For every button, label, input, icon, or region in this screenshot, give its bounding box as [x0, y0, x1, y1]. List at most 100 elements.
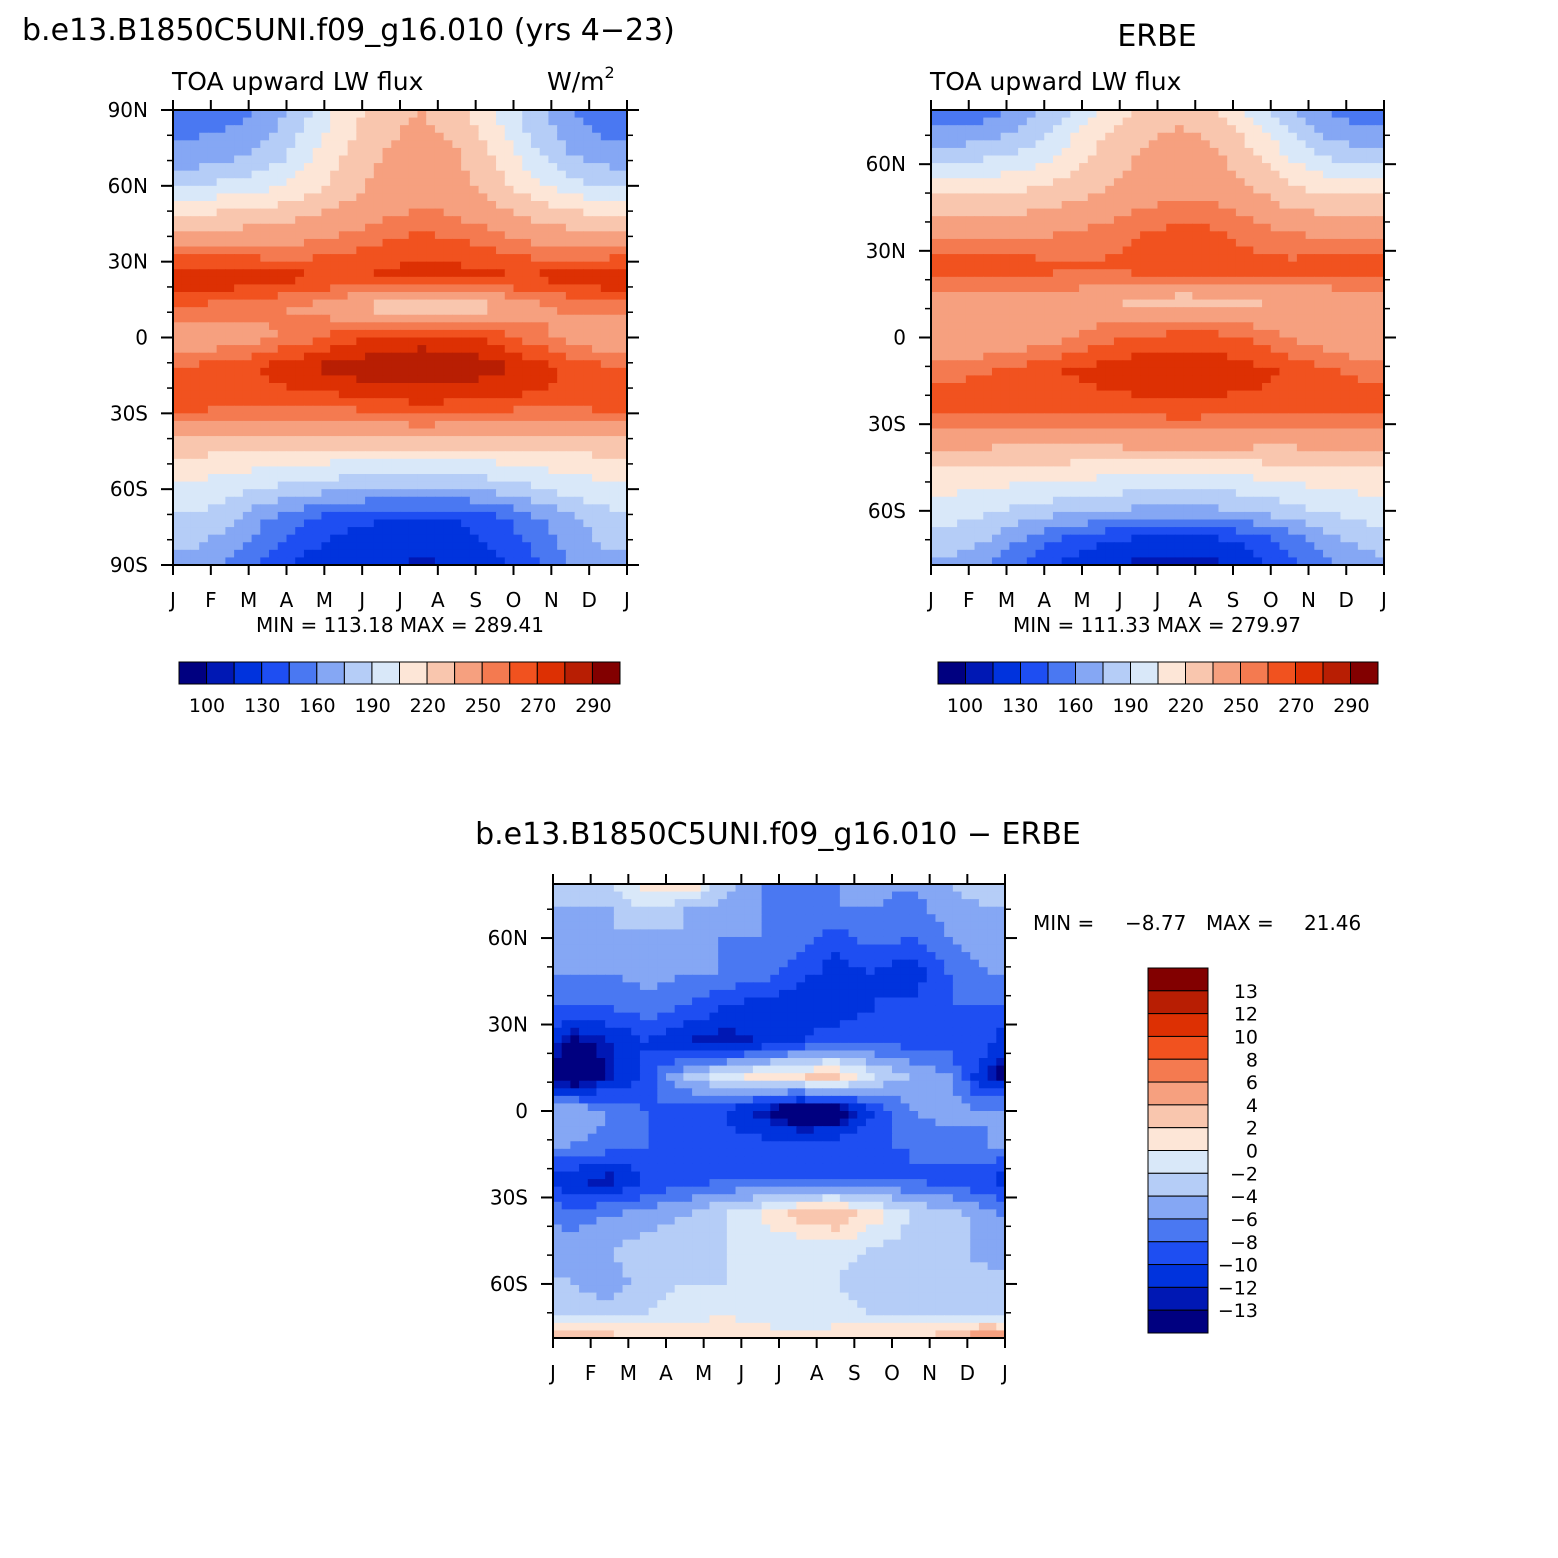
heatmap-cell	[373, 519, 384, 528]
heatmap-cell	[948, 254, 958, 263]
heatmap-cell	[199, 170, 209, 179]
heatmap-cell	[609, 110, 619, 119]
heatmap-cell	[1296, 231, 1307, 240]
heatmap-cell	[1113, 314, 1124, 323]
heatmap-cell	[1174, 231, 1185, 240]
heatmap-cell	[1131, 163, 1141, 172]
heatmap-cell	[251, 489, 261, 498]
heatmap-cell	[1157, 261, 1167, 270]
heatmap-cell	[1209, 299, 1220, 308]
heatmap-cell	[365, 549, 375, 559]
heatmap-cell	[1113, 193, 1124, 202]
heatmap-cell	[242, 314, 253, 323]
heatmap-cell	[1148, 155, 1159, 164]
heatmap-cell	[1026, 292, 1037, 301]
heatmap-cell	[1079, 110, 1089, 119]
heatmap-cell	[1366, 231, 1376, 240]
heatmap-cell	[522, 269, 532, 278]
heatmap-cell	[295, 527, 305, 536]
heatmap-cell	[1201, 185, 1211, 195]
heatmap-cell	[600, 367, 611, 377]
heatmap-cell	[269, 284, 279, 293]
heatmap-cell	[207, 481, 218, 490]
heatmap-cell	[618, 132, 628, 141]
heatmap-cell	[365, 307, 375, 316]
heatmap-cell	[557, 155, 567, 164]
heatmap-cell	[522, 185, 532, 195]
heatmap-cell	[303, 390, 314, 399]
heatmap-cell	[356, 557, 366, 566]
heatmap-cell	[496, 163, 506, 172]
heatmap-cell	[295, 443, 305, 452]
heatmap-cell	[513, 367, 523, 377]
heatmap-cell	[417, 208, 427, 217]
heatmap-cell	[269, 345, 279, 354]
heatmap-cell	[225, 269, 235, 278]
heatmap-cell	[1201, 201, 1211, 210]
heatmap-cell	[1157, 352, 1167, 361]
heatmap-cell	[1253, 155, 1263, 164]
heatmap-cell	[461, 549, 471, 559]
heatmap-cell	[417, 405, 427, 414]
heatmap-cell	[303, 383, 314, 392]
heatmap-cell	[478, 360, 488, 369]
heatmap-cell	[1244, 292, 1254, 301]
heatmap-cell	[434, 542, 445, 551]
heatmap-cell	[983, 178, 993, 187]
heatmap-cell	[373, 163, 384, 172]
heatmap-cell	[548, 110, 558, 119]
heatmap-cell	[347, 208, 357, 217]
heatmap-cell	[1166, 360, 1176, 369]
heatmap-cell	[1366, 163, 1376, 172]
heatmap-cell	[452, 208, 462, 217]
heatmap-cell	[931, 132, 941, 141]
heatmap-cell	[303, 443, 314, 452]
heatmap-cell	[216, 261, 226, 270]
heatmap-cell	[391, 398, 401, 407]
heatmap-cell	[400, 496, 410, 505]
heatmap-cell	[1070, 110, 1080, 119]
heatmap-cell	[1331, 352, 1342, 361]
heatmap-cell	[1340, 170, 1350, 179]
heatmap-cell	[303, 238, 314, 248]
heatmap-cell	[1288, 163, 1298, 172]
heatmap-cell	[1148, 140, 1159, 149]
heatmap-cell	[207, 322, 218, 331]
heatmap-cell	[1296, 155, 1307, 164]
heatmap-cell	[1357, 208, 1368, 217]
heatmap-cell	[303, 147, 314, 157]
heatmap-cell	[1227, 193, 1237, 202]
heatmap-cell	[1157, 360, 1167, 369]
heatmap-cell	[1026, 246, 1037, 255]
heatmap-cell	[260, 489, 270, 498]
heatmap-cell	[1262, 163, 1272, 172]
heatmap-cell	[565, 223, 576, 232]
heatmap-cell	[225, 155, 235, 164]
heatmap-cell	[1113, 307, 1124, 316]
heatmap-cell	[618, 481, 628, 490]
heatmap-cell	[1288, 269, 1298, 278]
heatmap-cell	[216, 534, 226, 543]
heatmap-cell	[225, 110, 235, 119]
heatmap-cell	[522, 193, 532, 202]
heatmap-cell	[1052, 345, 1063, 354]
heatmap-cell	[478, 451, 488, 460]
heatmap-cell	[539, 489, 550, 498]
heatmap-cell	[330, 451, 340, 460]
heatmap-cell	[330, 458, 340, 468]
heatmap-cell	[1052, 132, 1063, 141]
heatmap-cell	[251, 292, 261, 301]
heatmap-cell	[513, 527, 523, 536]
heatmap-cell	[321, 223, 331, 232]
heatmap-cell	[400, 557, 410, 566]
heatmap-cell	[592, 284, 602, 293]
heatmap-cell	[1209, 140, 1220, 149]
heatmap-cell	[1323, 352, 1333, 361]
heatmap-cell	[1340, 125, 1350, 134]
heatmap-cell	[356, 238, 366, 248]
heatmap-cell	[618, 322, 628, 331]
heatmap-cell	[417, 496, 427, 505]
heatmap-cell	[260, 367, 270, 377]
heatmap-cell	[426, 193, 436, 202]
heatmap-cell	[434, 329, 445, 339]
